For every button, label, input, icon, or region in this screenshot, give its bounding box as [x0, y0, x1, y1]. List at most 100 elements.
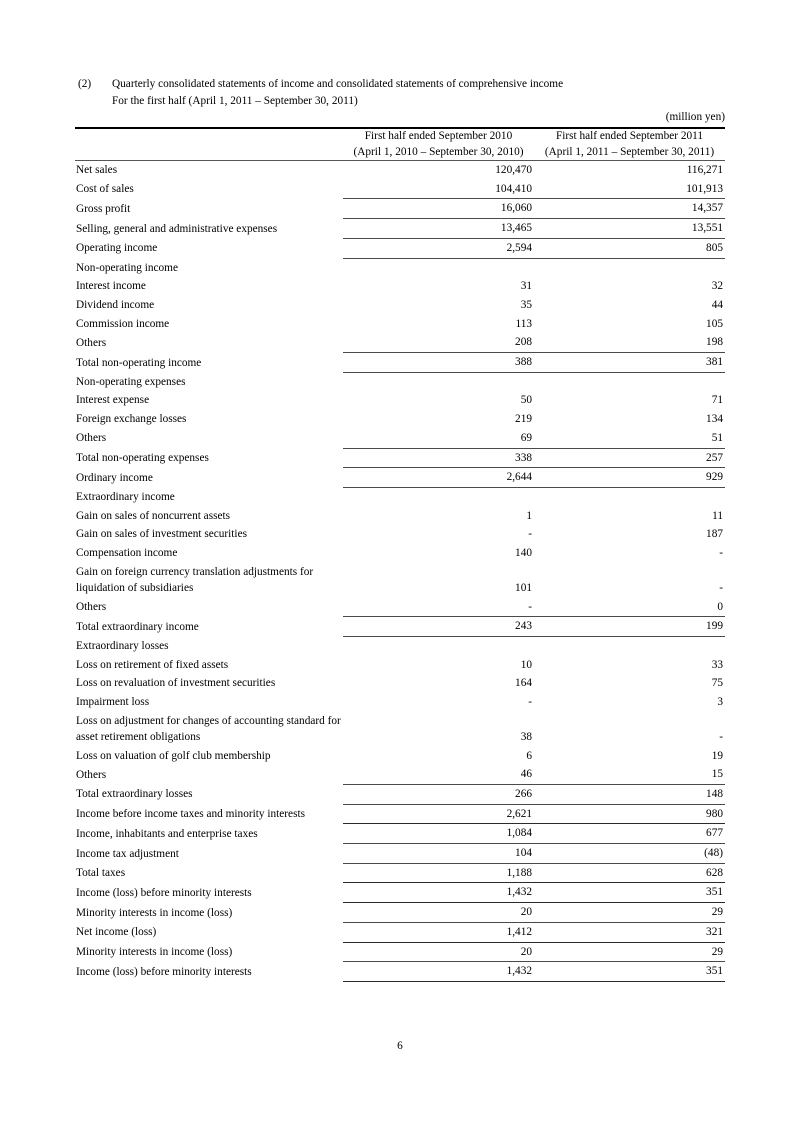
row-value-fy2011: 105	[706, 317, 723, 330]
row-value-fy2011: 29	[534, 942, 725, 963]
row-label: Income, inhabitants and enterprise taxes	[76, 827, 258, 840]
row-value-fy2010: 20	[343, 942, 534, 963]
row-label: Gain on foreign currency translation adj…	[76, 565, 314, 595]
row-label: Others	[76, 432, 107, 445]
row-label: Net income (loss)	[76, 926, 157, 939]
row-label: Loss on revaluation of investment securi…	[76, 677, 276, 690]
row-label: Income tax adjustment	[76, 847, 179, 860]
row-value-fy2011: 805	[534, 238, 725, 259]
row-label: Commission income	[76, 317, 170, 330]
row-value-fy2010: 266	[343, 784, 534, 805]
table-row: Total extraordinary losses 266 148	[75, 784, 725, 805]
table-row: Others -0	[75, 597, 725, 618]
row-label: Loss on valuation of golf club membershi…	[76, 749, 271, 762]
row-value-fy2010: 1	[526, 509, 532, 522]
row-value-fy2010: -	[528, 696, 532, 709]
column-header-title: First half ended September 2011	[555, 130, 704, 142]
row-label: Operating income	[76, 242, 158, 255]
row-value-fy2011: 198	[534, 333, 725, 354]
row-value-fy2011: 71	[711, 394, 723, 407]
row-value-fy2011: 134	[706, 413, 723, 426]
row-label: Cost of sales	[76, 183, 134, 196]
table-row: Net income (loss) 1,412 321	[75, 922, 725, 943]
row-label: Gain on sales of noncurrent assets	[76, 509, 231, 522]
row-value-fy2011: 321	[534, 922, 725, 943]
table-row: Total extraordinary income 243 199	[75, 616, 725, 637]
row-value-fy2010: 1,188	[343, 863, 534, 884]
table-row: Non-operating expenses	[75, 372, 725, 391]
row-value-fy2010: 219	[515, 413, 532, 426]
row-value-fy2011: -	[719, 582, 723, 595]
table-row: Foreign exchange losses 219 134	[75, 410, 725, 429]
row-value-fy2010: -	[343, 597, 534, 618]
table-row: Others 69 51	[75, 428, 725, 449]
row-label: Total non-operating expenses	[76, 452, 209, 465]
page-number: 6	[397, 1040, 403, 1052]
table-row: Selling, general and administrative expe…	[75, 218, 725, 239]
row-value-fy2011: 29	[534, 902, 725, 923]
row-label: Interest income	[76, 280, 146, 293]
row-label: Income (loss) before minority interests	[76, 965, 252, 978]
row-value-fy2010: 140	[515, 547, 532, 560]
table-row: Gain on sales of noncurrent assets 1 11	[75, 507, 725, 526]
row-label: Others	[76, 601, 107, 614]
row-label: Dividend income	[76, 298, 155, 311]
row-value-fy2010: 104	[343, 843, 534, 864]
row-value-fy2011: 351	[534, 961, 725, 982]
table-row: Impairment loss - 3	[75, 693, 725, 712]
row-value-fy2010: 1,084	[343, 823, 534, 845]
row-value-fy2011: 980	[534, 804, 725, 825]
row-value-fy2011: 33	[711, 658, 723, 671]
row-value-fy2011: 199	[534, 616, 725, 637]
row-value-fy2010: 104,410	[343, 179, 534, 200]
row-value-fy2011: 3	[717, 696, 723, 709]
row-value-fy2010: 38	[520, 731, 532, 744]
row-value-fy2011: 13,551	[534, 218, 725, 239]
row-value-fy2011: 19	[711, 749, 723, 762]
table-row: Operating income 2,594 805	[75, 238, 725, 259]
row-label: Minority interests in income (loss)	[76, 906, 233, 919]
column-header-range: (April 1, 2011 – September 30, 2011)	[544, 145, 715, 158]
row-value-fy2011: 381	[534, 352, 725, 373]
row-label: Total taxes	[76, 867, 126, 880]
income-statement-table-wrapper: First half ended September 2010 (April 1,…	[75, 127, 725, 982]
column-header-period-2: First half ended September 2011 (April 1,…	[534, 129, 725, 161]
row-label: Foreign exchange losses	[76, 413, 187, 426]
row-value-fy2011: 628	[534, 863, 725, 884]
column-header-range: (April 1, 2010 – September 30, 2010)	[353, 145, 524, 158]
row-value-fy2010: 1,432	[343, 961, 534, 982]
row-value-fy2010: 69	[343, 428, 534, 449]
row-label: Compensation income	[76, 547, 178, 560]
row-value-fy2010: 50	[520, 394, 532, 407]
table-row: Non-operating income	[75, 258, 725, 277]
column-header-title: First half ended September 2010	[364, 130, 513, 142]
row-value-fy2010	[343, 636, 534, 655]
row-value-fy2011: 929	[534, 467, 725, 488]
section-title: Quarterly consolidated statements of inc…	[112, 78, 564, 90]
row-value-fy2010: 35	[520, 298, 532, 311]
row-value-fy2011	[534, 258, 725, 277]
row-value-fy2010: 2,644	[343, 467, 534, 488]
row-label: Minority interests in income (loss)	[76, 946, 233, 959]
row-label: Others	[76, 336, 107, 349]
row-value-fy2011: -	[719, 547, 723, 560]
column-header-period-1: First half ended September 2010 (April 1,…	[343, 129, 534, 161]
row-value-fy2010	[343, 258, 534, 277]
row-label: Others	[76, 768, 107, 781]
row-value-fy2011	[534, 372, 725, 391]
table-row: Gain on foreign currency translation adj…	[75, 563, 725, 598]
table-row: Loss on adjustment for changes of accoun…	[75, 712, 725, 747]
row-label: Selling, general and administrative expe…	[76, 222, 278, 235]
table-row: Compensation income 140 -	[75, 544, 725, 563]
table-row: Loss on revaluation of investment securi…	[75, 674, 725, 693]
row-value-fy2010	[343, 487, 534, 506]
table-row: Income (loss) before minority interests 1…	[75, 961, 725, 982]
row-value-fy2010: 1,432	[343, 882, 534, 904]
table-row: Minority interests in income (loss) 20 29	[75, 942, 725, 963]
table-row: Extraordinary losses	[75, 636, 725, 655]
row-value-fy2011: 14,357	[534, 198, 725, 220]
section-heading: (2) Quarterly consolidated statements of…	[78, 76, 728, 110]
table-row: Income, inhabitants and enterprise taxes…	[75, 823, 725, 845]
row-value-fy2010: 31	[520, 280, 532, 293]
